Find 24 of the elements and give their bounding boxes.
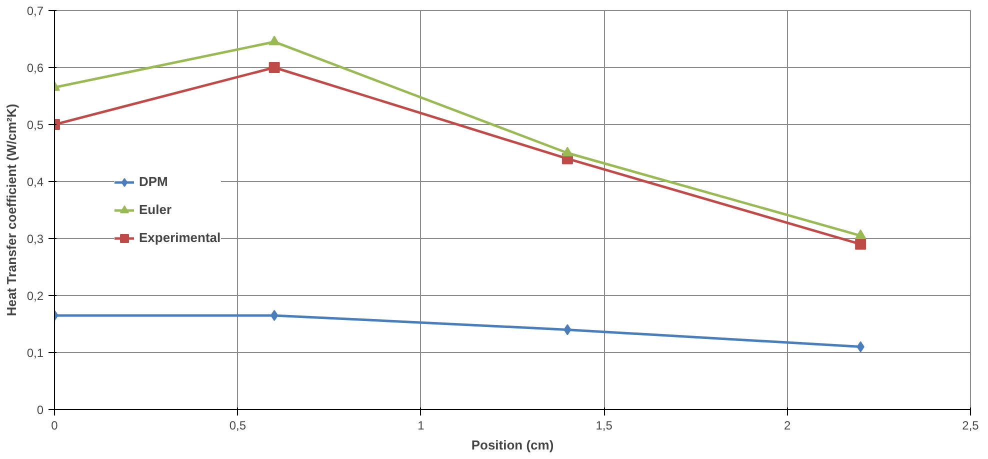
x-tick-label: 0,5 [229, 418, 246, 432]
y-tick-label: 0,2 [26, 289, 44, 303]
y-tick-label: 0,6 [26, 61, 44, 75]
point [268, 36, 280, 46]
y-tick-label: 0,3 [26, 232, 44, 246]
legend-label: DPM [139, 174, 168, 189]
point [855, 229, 866, 240]
y-tick-label: 0,7 [26, 4, 44, 18]
legend-label: Euler [139, 202, 172, 217]
x-axis-title: Position (cm) [471, 438, 554, 452]
y-tick-label: 0,5 [26, 118, 44, 132]
point [855, 238, 866, 250]
x-tick-label: 2,5 [962, 418, 980, 432]
legend-label: Experimental [139, 230, 221, 245]
y-tick-label: 0,4 [26, 175, 44, 189]
point [268, 62, 280, 73]
x-tick-label: 1,5 [596, 418, 613, 432]
y-tick-label: 0 [36, 403, 44, 417]
x-tick-label: 2 [784, 418, 791, 432]
x-tick-label: 0 [51, 418, 58, 432]
point [562, 146, 573, 156]
y-tick-label: 0,1 [26, 346, 44, 360]
x-tick-label: 1 [418, 418, 425, 432]
y-axis-title: Heat Transfer coefficient (W/cm²K) [4, 104, 19, 316]
